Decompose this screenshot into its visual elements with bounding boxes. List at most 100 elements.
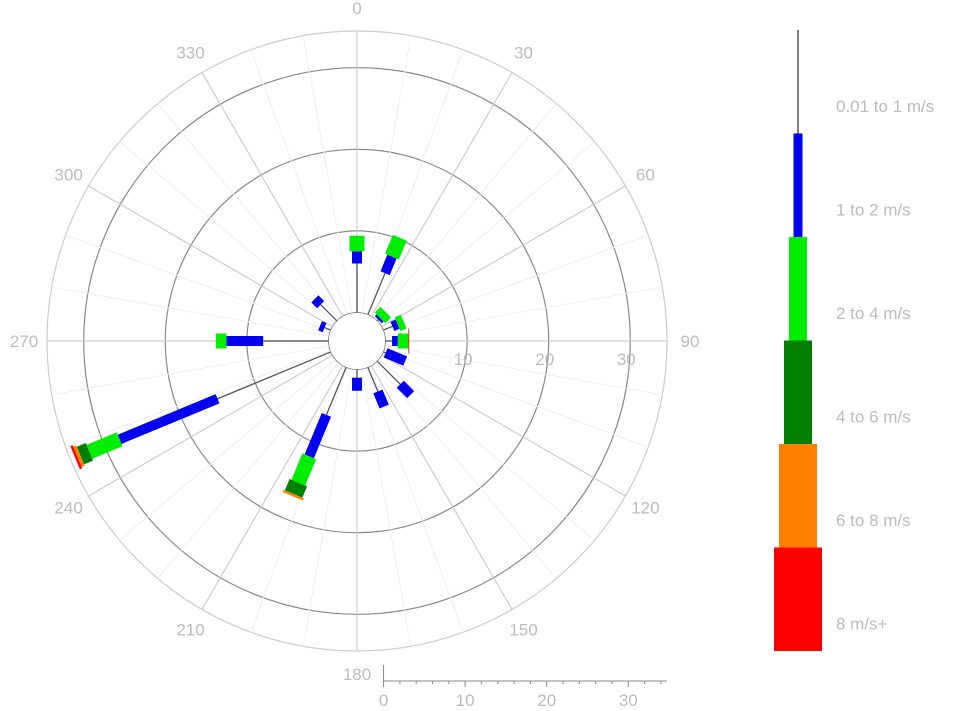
major-spoke	[201, 72, 344, 317]
wind-bar-segment	[352, 251, 362, 264]
bar-segment-1-to-2-m-s	[390, 319, 400, 331]
bar-segment-0-01-to-1-m-s	[376, 360, 401, 385]
polar-grid	[46, 30, 668, 652]
bar-segment-1-to-2-m-s	[396, 380, 415, 399]
wind-bar-segment	[390, 319, 400, 331]
legend-label: 0.01 to 1 m/s	[836, 97, 934, 116]
wind-bar-segment	[376, 360, 401, 385]
direction-label: 60	[636, 166, 655, 185]
wind-bar-segment	[215, 333, 227, 349]
wind-bar-segment	[291, 453, 317, 486]
minor-spoke	[157, 362, 340, 579]
bar-segment-1-to-2-m-s	[318, 321, 327, 333]
direction-label: 210	[176, 620, 204, 639]
major-spoke	[381, 185, 626, 328]
bar-segment-0-01-to-1-m-s	[367, 272, 386, 315]
wind-bar-segment	[76, 443, 94, 465]
wind-bars	[70, 234, 415, 501]
direction-label: 240	[54, 499, 82, 518]
wind-bar-segment	[356, 369, 358, 378]
wind-bar-segment	[376, 319, 379, 322]
bar-segment-6-to-8-m-s	[73, 445, 85, 467]
radial-tick-label: 30	[617, 350, 636, 369]
minor-spoke	[51, 286, 329, 337]
minor-spoke	[119, 141, 336, 324]
bar-segment-6-to-8-m-s	[282, 489, 304, 501]
bar-segment-4-to-6-m-s	[284, 479, 308, 498]
direction-labels: 0 30 60 90 120 150 180 210 240 270 300 330	[10, 0, 700, 684]
wind-bar-segment	[324, 326, 331, 331]
wind-bar-segment	[374, 306, 392, 324]
bar-segment-1-to-2-m-s	[352, 251, 362, 264]
bar-segment-1-to-2-m-s	[117, 394, 220, 444]
major-spoke	[381, 354, 626, 497]
minor-spoke	[378, 358, 595, 541]
wind-bar-segment	[284, 479, 308, 498]
wind-bar-segment	[408, 328, 410, 354]
bar-segment-1-to-2-m-s	[383, 348, 408, 366]
radial-labels: 10 20 30	[454, 350, 636, 369]
minor-spoke	[385, 286, 663, 337]
bar-segment-8-m-s-	[408, 328, 410, 354]
legend-swatch	[779, 444, 817, 548]
legend-swatch	[789, 237, 807, 341]
major-spoke	[88, 354, 333, 497]
bar-segment-2-to-4-m-s	[349, 235, 365, 252]
bar-segment-4-to-6-m-s	[76, 443, 94, 465]
bar-segment-0-01-to-1-m-s	[325, 367, 347, 416]
minor-spoke	[65, 234, 331, 332]
bar-segment-1-to-2-m-s	[392, 336, 398, 346]
wind-bar-segment	[263, 340, 329, 342]
bar-segment-2-to-4-m-s	[86, 432, 123, 459]
bar-segment-0-01-to-1-m-s	[356, 263, 358, 313]
wind-bar-segment	[385, 340, 393, 342]
minor-spoke	[250, 49, 348, 315]
wind-bar-segment	[374, 314, 384, 324]
bar-segment-1-to-2-m-s	[373, 389, 389, 409]
direction-label: 180	[343, 665, 371, 684]
bar-segment-0-01-to-1-m-s	[383, 325, 393, 331]
wind-bar-segment	[383, 325, 393, 331]
calm-circle	[327, 311, 387, 371]
wind-bar-segment	[311, 295, 325, 309]
legend-swatch	[784, 340, 812, 444]
bottom-axis-tick-label: 10	[456, 691, 475, 710]
bar-segment-2-to-4-m-s	[291, 453, 317, 486]
wind-bar-segment	[352, 377, 362, 391]
direction-label: 0	[352, 0, 361, 18]
major-spoke	[88, 185, 333, 328]
wind-bar-segment	[304, 412, 332, 459]
minor-spoke	[119, 358, 336, 541]
direction-label: 330	[176, 44, 204, 63]
direction-label: 120	[631, 499, 659, 518]
bar-segment-0-01-to-1-m-s	[367, 367, 379, 392]
radial-tick-label: 10	[454, 350, 473, 369]
minor-spoke	[366, 367, 464, 633]
bar-segment-1-to-2-m-s	[374, 314, 384, 324]
bar-segment-1-to-2-m-s	[352, 377, 362, 391]
minor-spoke	[383, 350, 649, 448]
wind-bar-segment	[356, 263, 358, 313]
minor-spoke	[374, 103, 557, 320]
major-spoke	[370, 365, 513, 610]
wind-bar-segment	[226, 336, 264, 346]
wind-bar-segment	[385, 234, 407, 260]
legend-swatch	[774, 547, 822, 651]
wind-bar-segment	[373, 389, 389, 409]
bottom-axis-tick-label: 20	[537, 691, 556, 710]
direction-label: 90	[681, 332, 700, 351]
bar-segment-0-01-to-1-m-s	[324, 326, 331, 331]
minor-spoke	[250, 367, 348, 633]
bar-segment-2-to-4-m-s	[385, 234, 407, 260]
direction-label: 270	[10, 332, 38, 351]
bottom-axis-tick-label: 0	[379, 691, 388, 710]
bar-segment-0-01-to-1-m-s	[356, 369, 358, 378]
legend-label: 1 to 2 m/s	[836, 200, 911, 219]
legend-label: 8 m/s+	[836, 614, 888, 633]
wind-bar-segment	[367, 367, 379, 392]
wind-bar-segment	[325, 367, 347, 416]
wind-bar-segment	[217, 351, 331, 400]
bar-segment-0-01-to-1-m-s	[383, 351, 386, 354]
bar-segment-1-to-2-m-s	[311, 295, 325, 309]
